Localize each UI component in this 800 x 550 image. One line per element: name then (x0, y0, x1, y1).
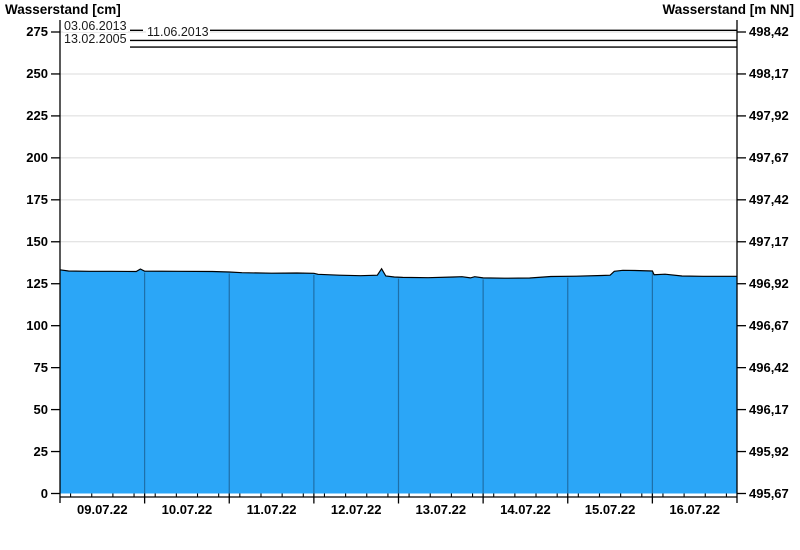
x-axis-day-label: 16.07.22 (669, 502, 720, 517)
y-axis-label-cm: 25 (33, 443, 48, 459)
y-axis-label-cm: 200 (26, 149, 48, 165)
y-axis-label-cm: 150 (26, 233, 48, 249)
water-level-curve (59, 267, 737, 279)
reference-line-label: 13.02.2005 (63, 31, 128, 46)
y-axis-label-mnn: 497,92 (749, 107, 789, 123)
y-axis-label-cm: 175 (26, 191, 48, 207)
y-axis-label-mnn: 497,17 (749, 233, 789, 249)
x-axis-day-label: 13.07.22 (415, 502, 467, 517)
y-axis-label-mnn: 497,67 (749, 149, 789, 165)
reference-line-label: 11.06.2013 (146, 25, 210, 39)
y-axis-label-mnn: 497,42 (749, 191, 789, 207)
y-axis-label-cm: 275 (26, 24, 48, 39)
y-axis-label-cm: 50 (33, 401, 48, 417)
left-axis-title: Wasserstand [cm] (5, 2, 121, 17)
y-axis-label-mnn: 496,42 (749, 359, 789, 375)
x-axis-day-label: 10.07.22 (161, 502, 213, 517)
y-axis-label-cm: 75 (33, 359, 48, 375)
x-axis-day-label: 12.07.22 (330, 502, 382, 517)
y-axis-label-mnn: 495,92 (749, 443, 789, 459)
y-axis-label-mnn: 496,92 (749, 275, 789, 291)
y-axis-label-mnn: 496,17 (749, 401, 789, 417)
x-axis-day-label: 09.07.22 (77, 502, 128, 517)
right-axis-title: Wasserstand [m NN] (662, 2, 794, 17)
y-axis-label-mnn: 496,67 (749, 317, 789, 333)
y-axis-label-mnn: 498,42 (749, 24, 789, 39)
x-axis-day-label: 15.07.22 (584, 502, 636, 517)
y-axis-label-mnn: 498,17 (749, 65, 789, 81)
y-axis-label-mnn: 495,67 (749, 485, 789, 501)
y-axis-label-cm: 250 (26, 65, 48, 81)
y-axis-label-cm: 125 (26, 275, 48, 291)
reference-line-label: 03.06.2013 (63, 19, 128, 33)
x-axis-day-label: 11.07.22 (246, 502, 297, 517)
y-axis-label-cm: 225 (26, 107, 48, 123)
y-axis-label-cm: 100 (26, 317, 48, 333)
y-axis-label-cm: 0 (40, 485, 48, 501)
x-axis-day-label: 14.07.22 (500, 502, 551, 517)
